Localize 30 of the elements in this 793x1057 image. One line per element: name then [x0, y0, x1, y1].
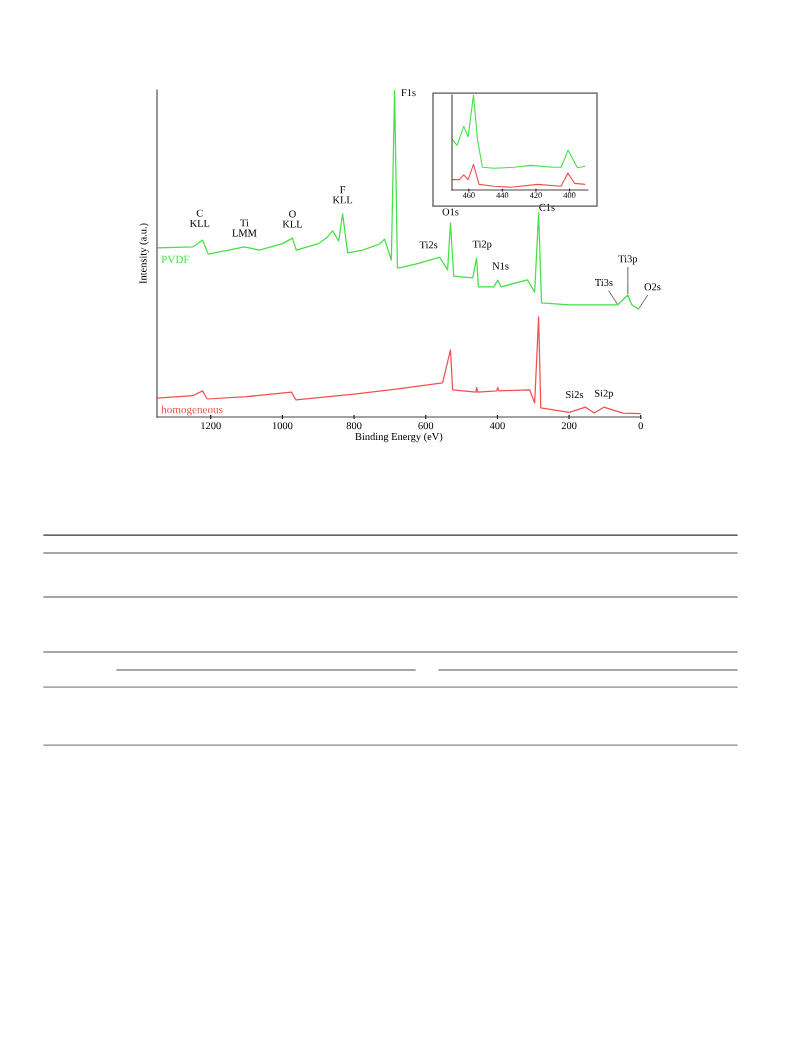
annotation: C1s	[539, 203, 555, 211]
annotation: Si2p	[594, 389, 613, 399]
annotation: O2s	[644, 283, 661, 291]
x-tick-label: 800	[346, 422, 362, 430]
annotation: Ti3s	[595, 279, 613, 287]
x-tick-label: 400	[489, 422, 505, 430]
x-tick-label: 440	[496, 192, 509, 198]
annotation: Si2s	[566, 391, 584, 399]
annotation: N1s	[492, 262, 509, 270]
x-tick-label: 0	[638, 422, 643, 430]
annotation: O KLL	[282, 210, 302, 228]
annotation: O1s	[442, 208, 459, 216]
series-label: PVDF	[161, 255, 190, 264]
annotation: F1s	[401, 89, 416, 97]
annotation: Ti2p	[472, 240, 492, 250]
x-tick-label: 1200	[201, 422, 221, 430]
x-tick-label: 200	[561, 422, 577, 430]
x-axis-title: Binding Energy (eV)	[355, 432, 443, 443]
x-tick-label: 600	[418, 422, 434, 430]
annotation: Ti3p	[618, 255, 638, 265]
annotation: F KLL	[332, 186, 353, 204]
series-label: homogeneous	[161, 405, 223, 416]
annotation: Ti LMM	[232, 219, 257, 237]
x-tick-label: 420	[529, 192, 542, 198]
x-tick-label: 400	[563, 192, 576, 198]
annotation: C KLL	[189, 209, 210, 227]
x-tick-label: 460	[462, 192, 475, 198]
y-axis-title: Intensity (a.u.)	[139, 223, 149, 284]
x-tick-label: 1000	[272, 422, 293, 430]
annotation: Ti2s	[419, 241, 438, 249]
